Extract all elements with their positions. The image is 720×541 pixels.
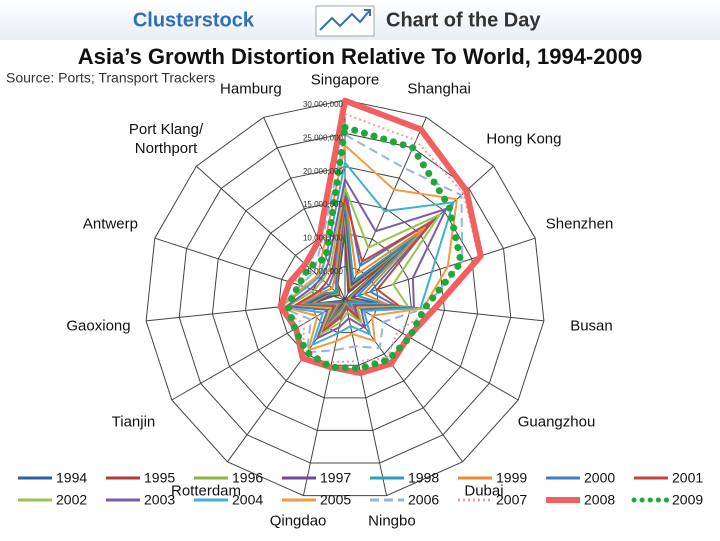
- category-label: Dubai: [464, 482, 504, 500]
- brand: Clusterstock: [133, 9, 255, 31]
- spoke: [263, 117, 346, 301]
- legend-label: 1995: [144, 470, 175, 486]
- legend-label: 1996: [232, 470, 263, 486]
- category-label: Antwerp: [82, 215, 138, 233]
- grid-line: [178, 132, 512, 464]
- series-line: [284, 123, 465, 372]
- category-label: Qingdao: [269, 512, 327, 530]
- category-label: Gaoxiong: [66, 317, 131, 335]
- series-line: [297, 193, 427, 335]
- r-tick-label: 20,000,000: [303, 167, 344, 176]
- grid-line: [245, 199, 445, 399]
- category-label: Ningbo: [368, 512, 416, 530]
- r-tick-label: 5,000,000: [307, 267, 343, 276]
- chart-title: Asia’s Growth Distortion Relative To Wor…: [78, 44, 642, 69]
- spoke: [344, 299, 519, 401]
- grid-line: [145, 99, 545, 497]
- r-tick-label: 10,000,000: [303, 233, 344, 242]
- legend-label: 2002: [56, 492, 87, 508]
- category-label: Shanghai: [407, 80, 471, 98]
- series-line: [279, 133, 464, 354]
- category-label: Port Klang/ Northport: [128, 120, 204, 157]
- series-line: [287, 187, 441, 337]
- legend-label: 1998: [408, 470, 439, 486]
- legend-label: 2008: [584, 492, 615, 508]
- category-label: Guangzhou: [517, 413, 596, 431]
- spoke: [344, 299, 388, 496]
- category-label: Rotterdam: [170, 482, 242, 500]
- series-line: [294, 185, 436, 335]
- legend-label: 2000: [584, 470, 615, 486]
- spoke: [196, 165, 346, 301]
- spoke: [154, 237, 346, 301]
- category-label: Singapore: [310, 71, 380, 89]
- grid-line: [211, 166, 479, 431]
- legend-label: 2007: [496, 492, 527, 508]
- series-line: [281, 144, 458, 352]
- series-line: [285, 178, 448, 340]
- legend-label: 2003: [144, 492, 175, 508]
- category-label: Busan: [570, 317, 613, 335]
- r-tick-label: 25,000,000: [303, 133, 344, 142]
- series-line: [279, 161, 455, 346]
- category-label: Tianjin: [111, 413, 156, 431]
- legend-label: 2005: [320, 492, 351, 508]
- legend-label: 2004: [232, 492, 263, 508]
- source: Source: Ports; Transport Trackers: [6, 70, 215, 86]
- legend-label: 2001: [672, 470, 703, 486]
- category-label: Hamburg: [220, 80, 282, 98]
- header-icon: [315, 5, 375, 37]
- legend-label: 2009: [672, 492, 703, 508]
- r-tick-label: 15,000,000: [303, 200, 344, 209]
- category-label: Hong Kong: [486, 130, 562, 148]
- legend-label: 1999: [496, 470, 527, 486]
- series-line: [294, 195, 435, 334]
- tagline: Chart of the Day: [386, 9, 541, 31]
- r-tick-label: 30,000,000: [303, 100, 344, 109]
- legend-label: 1994: [56, 470, 87, 486]
- legend-label: 1997: [320, 470, 351, 486]
- category-label: Shenzhen: [545, 215, 614, 233]
- legend-label: 2006: [408, 492, 439, 508]
